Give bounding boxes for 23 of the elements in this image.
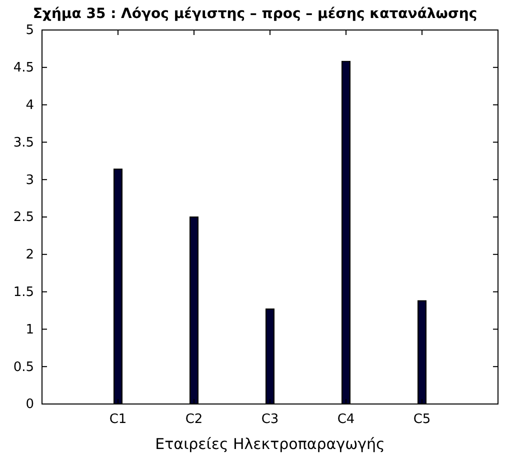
x-tick-label: C5 [413,412,431,428]
x-tick-label: C1 [109,412,127,428]
y-tick-label: 0.5 [13,360,34,375]
y-tick-label: 3 [26,172,34,188]
y-tick-label: 0 [26,397,34,412]
y-tick-label: 1.5 [13,284,34,300]
y-tick-label: 2.5 [13,210,34,226]
x-axis-title: Εταιρείες Ηλεκτροπαραγωγής [155,435,385,453]
x-tick-label: C3 [261,412,279,428]
bar [418,300,426,404]
y-tick-label: 4 [26,98,34,113]
bar [342,60,350,404]
y-tick-label: 3.5 [13,135,34,150]
bar [266,308,274,404]
y-tick-label: 4.5 [13,60,34,76]
x-tick-label: C2 [185,412,203,428]
bar [114,168,122,404]
y-tick-label: 1 [26,322,34,338]
y-tick-label: 5 [26,23,34,38]
chart-title: Σχήμα 35 : Λόγος μέγιστης – προς – μέσης κατανάλωσης [32,6,478,22]
bar [190,216,198,404]
x-tick-label: C4 [337,412,355,428]
y-tick-label: 2 [26,248,34,263]
